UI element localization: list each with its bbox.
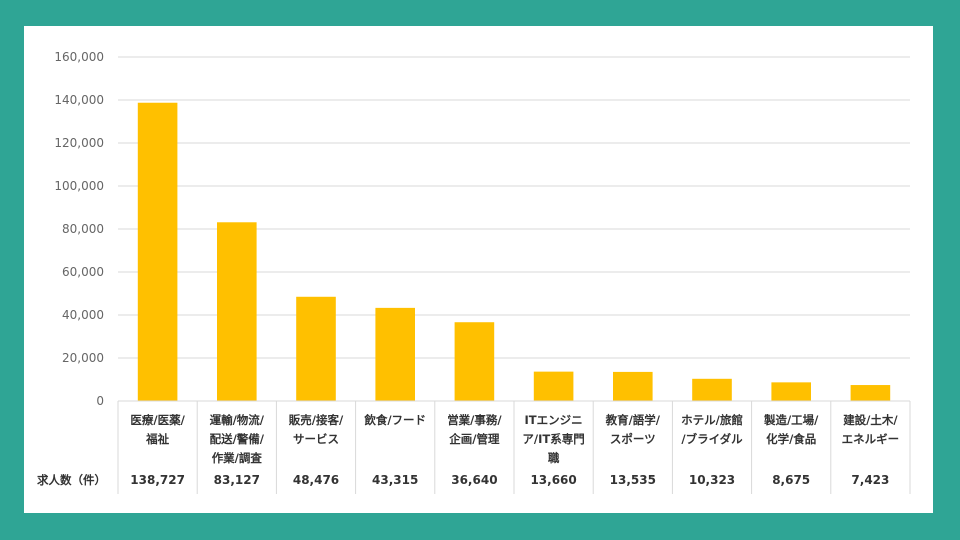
x-tick-label: ア/IT系専門 [522, 432, 584, 446]
data-label: 13,660 [530, 473, 576, 487]
y-tick-label: 20,000 [62, 351, 104, 365]
x-tick-label: 営業/事務/ [447, 413, 502, 427]
data-label: 36,640 [451, 473, 497, 487]
bar [613, 371, 653, 401]
bar [771, 382, 811, 401]
bar [217, 222, 257, 401]
data-label: 43,315 [372, 473, 418, 487]
bar [137, 102, 178, 402]
table-row-header: 求人数（件） [37, 473, 106, 487]
x-tick-label: 教育/語学/ [605, 413, 661, 427]
y-tick-label: 160,000 [54, 50, 104, 64]
x-tick-label: 製造/工場/ [763, 413, 819, 427]
x-tick-label: スポーツ [610, 432, 656, 446]
data-label: 138,727 [130, 473, 185, 487]
x-tick-label: 企画/管理 [448, 432, 500, 446]
x-tick-label: ITエンジニ [525, 413, 583, 427]
x-tick-label: サービス [293, 432, 339, 446]
x-tick-label: /ブライダル [681, 432, 743, 446]
bar [692, 378, 732, 401]
x-tick-label: 福祉 [145, 432, 169, 446]
data-label: 10,323 [689, 473, 735, 487]
x-tick-label: 化学/食品 [766, 432, 816, 446]
x-tick-label: 医療/医薬/ [130, 413, 185, 427]
y-tick-label: 120,000 [54, 136, 104, 150]
chart-card: 0 20,000 40,000 60,000 80,000 100,000 120,000 1… [24, 26, 933, 513]
y-tick-label: 40,000 [62, 308, 104, 322]
x-tick-label: 販売/接客/ [289, 413, 344, 427]
x-tick-label: 配送/警備/ [210, 432, 265, 446]
x-tick-label: 職 [548, 451, 560, 465]
bar [375, 307, 415, 401]
x-tick-label: 運輸/物流/ [210, 413, 265, 427]
y-tick-label: 140,000 [54, 93, 104, 107]
x-tick-label: 建設/土木/ [843, 413, 898, 427]
y-tick-label: 0 [96, 394, 104, 408]
x-tick-label: 飲食/フード [363, 413, 426, 427]
bar-chart: 0 20,000 40,000 60,000 80,000 100,000 120,000 1… [37, 50, 911, 494]
data-label: 83,127 [214, 473, 260, 487]
x-tick-label: 作業/調査 [212, 451, 263, 465]
bar [533, 371, 574, 401]
x-tick-label: ホテル/旅館 [681, 413, 743, 427]
y-tick-label: 80,000 [62, 222, 104, 236]
data-label: 48,476 [293, 473, 339, 487]
bar [454, 322, 495, 401]
y-tick-label: 100,000 [54, 179, 104, 193]
y-tick-label: 60,000 [62, 265, 104, 279]
x-tick-label: エネルギー [842, 432, 900, 446]
data-label: 13,535 [610, 473, 656, 487]
bar [850, 385, 891, 401]
data-label: 7,423 [851, 473, 889, 487]
bar [296, 296, 336, 401]
data-label: 8,675 [772, 473, 810, 487]
